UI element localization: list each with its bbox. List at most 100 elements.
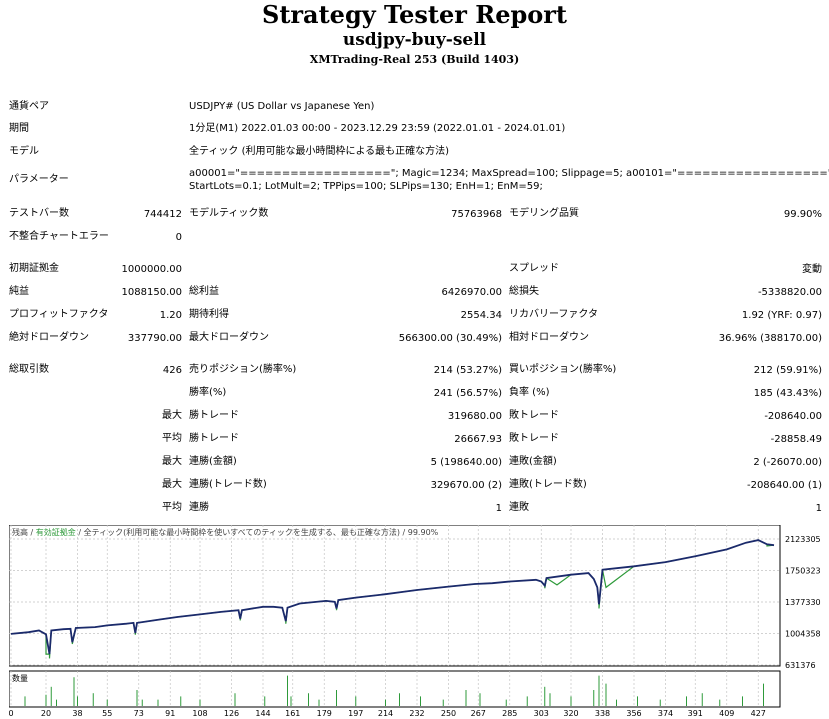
x-tick-label: 356 <box>626 709 641 718</box>
x-tick-label: 267 <box>471 709 486 718</box>
volume-label: 数量 <box>12 673 28 683</box>
absolute-drawdown-label: 絶対ドローダウン <box>9 332 89 343</box>
x-tick-label: 108 <box>192 709 207 718</box>
gross-loss-value: -5338820.00 <box>757 287 822 298</box>
max-consecutive-prefix: 最大 <box>162 456 182 467</box>
expected-payoff-label: 期待利得 <box>189 309 229 320</box>
y-tick-label: 1750323 <box>785 567 821 576</box>
long-positions-label: 買いポジション(勝率%) <box>509 364 617 375</box>
x-tick-label: 91 <box>165 709 175 718</box>
average-loss-trade-label: 敗トレード <box>509 433 559 444</box>
period-value: 1分足(M1) 2022.01.03 00:00 - 2023.12.29 23… <box>189 123 566 134</box>
max-consecutive-wins-label: 連勝(金額) <box>189 456 237 467</box>
model-label: モデル <box>9 146 39 157</box>
x-tick-label: 0 <box>9 709 14 718</box>
largest-loss-trade-label: 敗トレード <box>509 410 559 421</box>
loss-trades-value: 185 (43.43%) <box>753 388 822 399</box>
chart-legend: 残高 / 有効証拠金 / 全ティック(利用可能な最小時間枠を使いすべてのティック… <box>12 527 439 537</box>
ticks-label: モデルティック数 <box>189 208 269 219</box>
recovery-factor-value: 1.92 (YRF: 0.97) <box>741 310 822 321</box>
net-profit-value: 1088150.00 <box>121 287 182 298</box>
profit-trades-label: 勝率(%) <box>189 387 227 398</box>
report-title: Strategy Tester Report <box>261 0 568 29</box>
deposit-label: 初期証拠金 <box>9 263 59 274</box>
spread-label: スプレッド <box>509 263 559 274</box>
legend-balance: 残高 <box>12 527 28 537</box>
max-consecutive-losses-label: 連敗(金額) <box>509 456 557 467</box>
average-profit-trade-value: 26667.93 <box>454 434 502 445</box>
y-tick-label: 1004358 <box>785 630 821 639</box>
parameters-line-1: a00001="=================="; Magic=1234;… <box>189 168 829 179</box>
gross-profit-label: 総利益 <box>189 286 219 297</box>
gross-loss-label: 総損失 <box>509 286 539 297</box>
legend-separator: / <box>28 528 36 537</box>
relative-drawdown-label: 相対ドローダウン <box>509 332 589 343</box>
profit-factor-value: 1.20 <box>159 310 182 321</box>
balance-line <box>10 539 775 655</box>
maximal-consecutive-profit-value: 329670.00 (2) <box>430 480 502 491</box>
spread-value: 変動 <box>802 264 822 275</box>
absolute-drawdown-value: 337790.00 <box>127 333 182 344</box>
expected-payoff-value: 2554.34 <box>460 310 502 321</box>
short-positions-value: 214 (53.27%) <box>433 365 502 376</box>
average-prefix: 平均 <box>162 433 182 444</box>
x-tick-label: 55 <box>102 709 112 718</box>
loss-trades-label: 負率 (%) <box>509 387 550 398</box>
average-consecutive-wins-label: 連勝 <box>189 502 209 513</box>
ticks-value: 75763968 <box>451 209 502 220</box>
y-tick-label: 631376 <box>785 661 816 670</box>
x-tick-label: 197 <box>348 709 363 718</box>
max-consecutive-wins-value: 5 (198640.00) <box>430 457 502 468</box>
deposit-value: 1000000.00 <box>121 264 182 275</box>
x-tick-label: 391 <box>688 709 703 718</box>
maximal-consecutive-profit-label: 連勝(トレード数) <box>189 479 267 490</box>
maximal-consecutive-loss-value: -208640.00 (1) <box>746 480 822 491</box>
quality-value: 99.90% <box>783 209 822 220</box>
volume-plot-frame <box>9 670 781 708</box>
period-label: 期間 <box>9 123 29 134</box>
bars-value: 744412 <box>143 209 182 220</box>
bars-label: テストバー数 <box>9 208 69 219</box>
total-trades-value: 426 <box>162 365 182 376</box>
maximal-drawdown-value: 566300.00 (30.49%) <box>398 333 502 344</box>
net-profit-label: 純益 <box>9 286 29 297</box>
x-tick-label: 214 <box>378 709 393 718</box>
long-positions-value: 212 (59.91%) <box>753 365 822 376</box>
report-subtitle: usdjpy-buy-sell <box>342 30 487 50</box>
x-tick-label: 285 <box>502 709 517 718</box>
x-tick-label: 338 <box>595 709 610 718</box>
y-tick-label: 2123305 <box>785 535 821 544</box>
legend-separator: / <box>400 528 408 537</box>
average-consecutive-losses-label: 連敗 <box>509 502 529 513</box>
x-tick-label: 38 <box>72 709 82 718</box>
profit-trades-value: 241 (56.57%) <box>433 388 502 399</box>
gross-profit-value: 6426970.00 <box>441 287 502 298</box>
x-tick-label: 409 <box>719 709 734 718</box>
profit-factor-label: プロフィットファクタ <box>9 309 109 320</box>
largest-loss-trade-value: -208640.00 <box>764 411 822 422</box>
average-consecutive-prefix: 平均 <box>162 502 182 513</box>
maximal-consecutive-loss-label: 連敗(トレード数) <box>509 479 587 490</box>
x-tick-label: 232 <box>409 709 424 718</box>
x-tick-label: 374 <box>658 709 673 718</box>
server-name: XMTrading-Real 253 (Build 1403) <box>309 53 520 66</box>
x-tick-label: 320 <box>563 709 578 718</box>
x-tick-label: 126 <box>224 709 239 718</box>
short-positions-label: 売りポジション(勝率%) <box>189 364 297 375</box>
largest-profit-trade-value: 319680.00 <box>447 411 502 422</box>
x-tick-label: 427 <box>751 709 766 718</box>
main-plot-frame <box>9 525 781 667</box>
largest-prefix: 最大 <box>162 410 182 421</box>
x-tick-label: 161 <box>285 709 300 718</box>
y-tick-label: 1377330 <box>785 598 821 607</box>
maximal-drawdown-label: 最大ドローダウン <box>189 332 269 343</box>
x-tick-label: 179 <box>317 709 332 718</box>
recovery-factor-label: リカバリーファクタ <box>509 309 598 320</box>
average-profit-trade-label: 勝トレード <box>189 433 239 444</box>
max-consecutive-losses-value: 2 (-26070.00) <box>753 457 822 468</box>
largest-profit-trade-label: 勝トレード <box>189 410 239 421</box>
legend-equity: 有効証拠金 <box>36 527 76 537</box>
model-value: 全ティック (利用可能な最小時間枠による最も正確な方法) <box>189 146 450 157</box>
x-tick-label: 73 <box>134 709 144 718</box>
average-consecutive-wins-value: 1 <box>495 503 502 514</box>
